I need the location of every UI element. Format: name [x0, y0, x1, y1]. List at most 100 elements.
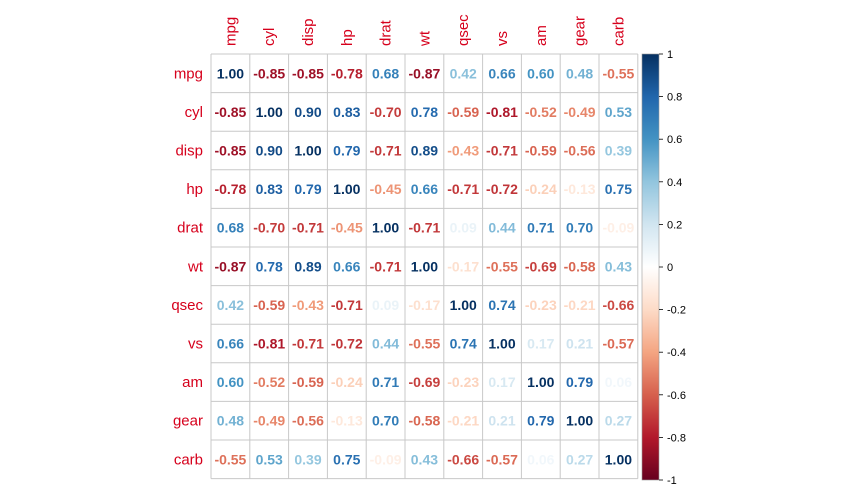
cell-value-cyl-drat: -0.70: [370, 104, 402, 120]
column-label-disp: disp: [300, 18, 317, 46]
cell-value-drat-vs: 0.44: [488, 220, 515, 236]
cell-value-qsec-wt: -0.17: [408, 297, 440, 313]
cell-value-mpg-carb: -0.55: [602, 65, 634, 81]
cell-value-vs-disp: -0.71: [292, 336, 324, 352]
cell-value-wt-cyl: 0.78: [256, 258, 283, 274]
row-label-gear: gear: [173, 413, 203, 430]
row-label-disp: disp: [175, 143, 203, 160]
colorbar-tick-label: -0.8: [667, 432, 686, 444]
cell-value-am-am: 1.00: [527, 374, 554, 390]
cell-value-mpg-drat: 0.68: [372, 65, 399, 81]
cell-value-drat-mpg: 0.68: [217, 220, 244, 236]
cell-value-mpg-qsec: 0.42: [450, 65, 477, 81]
cell-value-vs-mpg: 0.66: [217, 336, 244, 352]
column-label-hp: hp: [339, 29, 356, 46]
cell-value-disp-vs: -0.71: [486, 143, 518, 159]
cell-value-am-wt: -0.69: [408, 374, 440, 390]
cell-value-qsec-am: -0.23: [525, 297, 557, 313]
cell-value-vs-qsec: 0.74: [450, 336, 477, 352]
cell-value-gear-wt: -0.58: [408, 413, 440, 429]
colorbar-tick-label: -0.2: [667, 305, 686, 317]
column-label-vs: vs: [494, 31, 511, 46]
cell-value-disp-disp: 1.00: [294, 143, 321, 159]
cell-value-hp-hp: 1.00: [333, 181, 360, 197]
cell-value-cyl-qsec: -0.59: [447, 104, 479, 120]
cell-value-gear-drat: 0.70: [372, 413, 399, 429]
cell-value-mpg-vs: 0.66: [488, 65, 515, 81]
cell-value-carb-carb: 1.00: [605, 451, 632, 467]
cell-value-gear-am: 0.79: [527, 413, 554, 429]
cell-value-vs-vs: 1.00: [488, 336, 515, 352]
cell-value-cyl-gear: -0.49: [564, 104, 596, 120]
cell-value-hp-vs: -0.72: [486, 181, 518, 197]
cell-value-qsec-carb: -0.66: [602, 297, 634, 313]
cell-value-cyl-mpg: -0.85: [214, 104, 246, 120]
cell-value-carb-disp: 0.39: [294, 451, 321, 467]
cell-value-gear-carb: 0.27: [605, 413, 632, 429]
colorbar-tick-label: -0.4: [667, 347, 686, 359]
row-label-cyl: cyl: [185, 104, 203, 121]
colorbar-tick-label: 0.2: [667, 219, 682, 231]
cell-value-carb-drat: -0.09: [370, 451, 402, 467]
cell-value-am-qsec: -0.23: [447, 374, 479, 390]
cell-value-qsec-hp: -0.71: [331, 297, 363, 313]
cell-value-wt-hp: 0.66: [333, 258, 360, 274]
row-label-mpg: mpg: [174, 65, 203, 82]
column-label-am: am: [533, 25, 550, 46]
cell-value-vs-am: 0.17: [527, 336, 554, 352]
cell-value-gear-hp: -0.13: [331, 413, 363, 429]
row-label-carb: carb: [174, 451, 203, 468]
cell-value-gear-cyl: -0.49: [253, 413, 285, 429]
colorbar-tick-label: 0: [667, 262, 673, 274]
cell-value-mpg-am: 0.60: [527, 65, 554, 81]
cell-value-hp-wt: 0.66: [411, 181, 438, 197]
colorbar-tick-label: 1: [667, 49, 673, 61]
cell-value-mpg-mpg: 1.00: [217, 65, 244, 81]
colorbar-tick-label: 0.4: [667, 177, 682, 189]
cell-value-wt-gear: -0.58: [564, 258, 596, 274]
cell-value-drat-wt: -0.71: [408, 220, 440, 236]
cell-value-am-vs: 0.17: [488, 374, 515, 390]
cell-value-carb-mpg: -0.55: [214, 451, 246, 467]
cell-value-hp-qsec: -0.71: [447, 181, 479, 197]
cell-value-am-gear: 0.79: [566, 374, 593, 390]
cell-value-carb-am: 0.06: [527, 451, 554, 467]
cell-value-carb-cyl: 0.53: [256, 451, 283, 467]
cell-value-hp-am: -0.24: [525, 181, 557, 197]
cell-value-disp-carb: 0.39: [605, 143, 632, 159]
cell-value-disp-drat: -0.71: [370, 143, 402, 159]
cell-value-disp-hp: 0.79: [333, 143, 360, 159]
cell-value-wt-disp: 0.89: [294, 258, 321, 274]
cell-value-gear-gear: 1.00: [566, 413, 593, 429]
column-label-qsec: qsec: [455, 14, 472, 46]
cell-value-drat-qsec: 0.09: [450, 220, 477, 236]
cell-value-drat-hp: -0.45: [331, 220, 363, 236]
cell-value-wt-drat: -0.71: [370, 258, 402, 274]
cell-value-am-mpg: 0.60: [217, 374, 244, 390]
cell-value-am-cyl: -0.52: [253, 374, 285, 390]
cell-value-vs-drat: 0.44: [372, 336, 399, 352]
cell-value-qsec-qsec: 1.00: [450, 297, 477, 313]
cell-value-wt-am: -0.69: [525, 258, 557, 274]
axis-labels: mpg cyl disp hp drat wt qsec vs am gear carb mpg cyl…: [171, 14, 627, 468]
cell-value-hp-disp: 0.79: [294, 181, 321, 197]
cell-value-wt-mpg: -0.87: [214, 258, 246, 274]
cell-value-qsec-vs: 0.74: [488, 297, 515, 313]
cell-value-disp-am: -0.59: [525, 143, 557, 159]
heatmap-grid: [210, 53, 639, 480]
cell-value-am-drat: 0.71: [372, 374, 399, 390]
cell-value-qsec-mpg: 0.42: [217, 297, 244, 313]
cell-value-carb-wt: 0.43: [411, 451, 438, 467]
cell-value-vs-gear: 0.21: [566, 336, 593, 352]
colorbar-tick-label: 0.6: [667, 134, 682, 146]
colorbar: 1 0.8 0.6 0.4 0.2 0 -0.2 -0.4 -0.6 -0.8 -1: [641, 49, 686, 487]
cell-value-wt-vs: -0.55: [486, 258, 518, 274]
cell-value-carb-hp: 0.75: [333, 451, 360, 467]
cell-value-vs-cyl: -0.81: [253, 336, 285, 352]
cell-value-mpg-gear: 0.48: [566, 65, 593, 81]
cell-value-gear-vs: 0.21: [488, 413, 515, 429]
cell-value-mpg-wt: -0.87: [408, 65, 440, 81]
cell-value-hp-cyl: 0.83: [256, 181, 283, 197]
cell-value-mpg-cyl: -0.85: [253, 65, 285, 81]
column-label-gear: gear: [572, 16, 589, 46]
